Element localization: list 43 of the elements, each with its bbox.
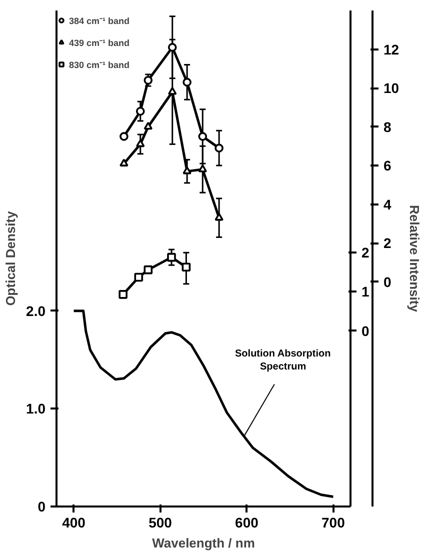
y2-tick-label: 12	[384, 41, 400, 58]
point	[168, 86, 177, 95]
point	[214, 212, 224, 221]
point	[144, 122, 153, 130]
y-tick-label: 0	[38, 498, 46, 514]
point	[167, 252, 176, 262]
point	[120, 132, 128, 141]
x-tick-label: 600	[235, 514, 259, 530]
y-axis-title: Optical Density	[3, 210, 18, 306]
y3-tick-label: 0	[362, 322, 370, 339]
point	[136, 139, 145, 148]
line-series	[72, 310, 334, 498]
point	[120, 158, 128, 166]
legend-label: 830 cm⁻¹ band	[69, 58, 130, 70]
y2-tick-label: 0	[384, 274, 392, 290]
point	[144, 76, 153, 85]
annotation: Solution Absorption Spectrum	[235, 348, 331, 372]
point	[134, 272, 144, 282]
x-tick-label: 400	[62, 514, 86, 530]
y2-tick-label: 2	[384, 235, 392, 251]
point	[144, 265, 153, 274]
x-tick-label: 700	[322, 514, 346, 530]
point	[198, 132, 208, 141]
y-tick-label: 1.0	[26, 400, 46, 417]
y2-tick-label: 8	[384, 118, 392, 135]
x-tick-label: 500	[148, 514, 172, 530]
legend-label: 439 cm⁻¹ band	[69, 36, 130, 48]
point	[136, 106, 145, 116]
y2-tick-label: 6	[384, 158, 392, 174]
x-axis-title: Wavelength / nm	[152, 536, 255, 550]
point	[182, 262, 191, 272]
point	[118, 290, 128, 299]
point	[182, 78, 192, 87]
y2-tick-label: 10	[384, 80, 400, 96]
point	[182, 166, 192, 174]
y-tick-label: 2.0	[26, 302, 46, 319]
y2-tick-label: 4	[384, 196, 392, 212]
legend-label: 384 cm⁻¹ band	[69, 14, 130, 26]
y3-tick-label: 1	[362, 284, 370, 300]
point	[214, 144, 224, 152]
point	[168, 42, 177, 52]
y3-tick-label: 2	[362, 244, 370, 261]
y2-axis-title: Relative Intensity	[407, 205, 422, 313]
